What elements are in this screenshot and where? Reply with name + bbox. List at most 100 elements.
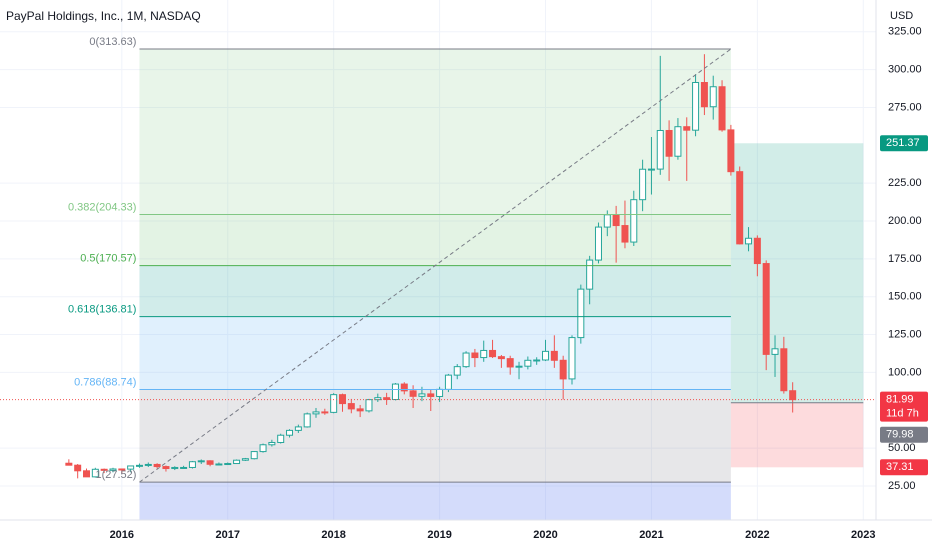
- candle-body: [542, 350, 550, 361]
- y-tick-label: 325.00: [888, 26, 922, 38]
- fib-label: 0.618(136.81): [68, 304, 137, 316]
- fib-trend-line: [139, 48, 732, 483]
- candle-body: [533, 359, 541, 362]
- candle-body: [683, 126, 691, 131]
- fib-label: 1(27.52): [95, 469, 136, 481]
- candle-body: [621, 225, 629, 243]
- candle-body: [338, 394, 346, 405]
- y-tick-label: 125.00: [888, 328, 922, 340]
- y-tick-label: 25.00: [888, 480, 916, 492]
- price-tag-label: 81.99: [886, 394, 914, 406]
- price-tag-label: 37.31: [886, 461, 914, 473]
- fib-zone: [139, 265, 731, 317]
- candle-body: [144, 463, 152, 466]
- candle-body: [418, 393, 426, 397]
- candle-body: [391, 383, 399, 400]
- fib-label: 0.5(170.57): [80, 252, 136, 264]
- candle-body: [233, 459, 241, 465]
- x-tick-label: 2016: [110, 529, 134, 541]
- profit-zone: [730, 143, 864, 403]
- candle-body: [197, 460, 205, 463]
- candle-body: [692, 82, 700, 131]
- candle-body: [444, 374, 452, 390]
- zones: [139, 49, 864, 520]
- candle-body: [506, 358, 514, 368]
- fib-label: 0(313.63): [89, 36, 136, 48]
- candle-body: [215, 463, 223, 466]
- candle-body: [594, 226, 602, 261]
- price-tag-label: 79.98: [886, 429, 914, 441]
- candle-body: [91, 468, 99, 478]
- candle-body: [453, 366, 461, 376]
- x-tick-label: 2022: [745, 529, 769, 541]
- axes: 25.00 50.00 100.00 125.00 150.00 175.00 200.00…: [110, 26, 928, 541]
- currency: USD: [890, 10, 913, 22]
- candle-body: [559, 359, 567, 380]
- candle-body: [374, 397, 382, 401]
- candle-body: [74, 464, 82, 472]
- candle-body: [436, 388, 444, 397]
- y-tick-label: 200.00: [888, 215, 922, 227]
- candle-body: [180, 466, 188, 469]
- candle-body: [312, 411, 320, 415]
- candle-body: [206, 460, 214, 465]
- candle-body: [83, 470, 91, 478]
- candle-body: [268, 441, 276, 446]
- candle-body: [321, 411, 329, 414]
- candle-body: [427, 393, 435, 397]
- candle-body: [603, 214, 611, 228]
- candle-body: [586, 259, 594, 290]
- candle-body: [250, 451, 258, 460]
- y-tick-label: 300.00: [888, 64, 922, 76]
- candle-body: [709, 86, 717, 108]
- candle-body: [241, 458, 249, 461]
- fib-label: 0.382(204.33): [68, 201, 137, 213]
- candle-body: [789, 390, 797, 401]
- candle-body: [462, 352, 470, 368]
- candle-body: [127, 465, 135, 470]
- candle-body: [224, 463, 232, 466]
- candle-body: [718, 86, 726, 131]
- candle-body: [736, 171, 744, 245]
- candle-body: [568, 337, 576, 380]
- candle-body: [612, 214, 620, 227]
- candle-body: [630, 199, 638, 243]
- candle-body: [383, 397, 391, 400]
- y-tick-label: 50.00: [888, 442, 916, 454]
- price-tag: [880, 426, 928, 443]
- candle-body: [727, 129, 735, 173]
- candle-body: [409, 390, 417, 397]
- candle-body: [515, 365, 523, 368]
- candle-body: [303, 413, 311, 428]
- overlays: 0(313.63) 0.382(204.33) 0.5(170.57) 0.618(1…: [0, 36, 876, 483]
- candle-body: [356, 408, 364, 412]
- candle-body: [771, 348, 779, 355]
- candle-body: [171, 466, 179, 470]
- y-tick-label: 150.00: [888, 291, 922, 303]
- candle-body: [489, 349, 497, 358]
- x-tick-label: 2019: [427, 529, 451, 541]
- candle-body: [118, 468, 126, 471]
- candle-body: [471, 352, 479, 359]
- candles: [65, 54, 797, 479]
- price-tag: [880, 459, 928, 476]
- candle-body: [65, 462, 73, 466]
- x-tick-label: 2018: [321, 529, 345, 541]
- candle-body: [347, 403, 355, 410]
- fib-zone: [139, 316, 731, 390]
- candle-body: [647, 168, 655, 171]
- y-tick-label: 225.00: [888, 177, 922, 189]
- candle-body: [400, 383, 408, 392]
- loss-zone: [730, 402, 864, 468]
- chart-title: PayPal Holdings, Inc., 1M, NASDAQ: [6, 9, 201, 23]
- candle-body: [480, 349, 488, 359]
- candle-body: [674, 126, 682, 157]
- fib-zone: [139, 389, 731, 483]
- y-tick-label: 275.00: [888, 101, 922, 113]
- candle-body: [639, 168, 647, 201]
- candle-body: [524, 359, 532, 367]
- candle-body: [753, 237, 761, 265]
- candle-body: [109, 468, 117, 471]
